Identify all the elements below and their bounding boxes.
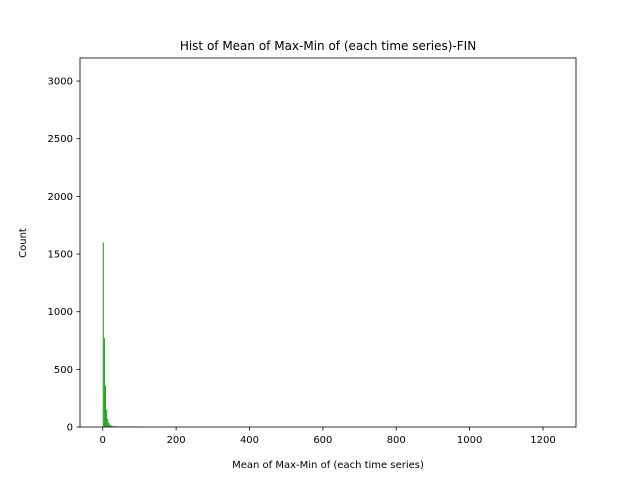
x-tick-label: 1000 xyxy=(457,435,482,446)
y-tick-label: 2500 xyxy=(48,134,73,145)
x-tick-label: 1200 xyxy=(530,435,555,446)
chart-title: Hist of Mean of Max-Min of (each time se… xyxy=(180,39,476,53)
histogram-bar xyxy=(103,243,104,428)
y-tick-label: 3000 xyxy=(48,77,73,88)
y-tick-label: 1000 xyxy=(48,307,73,318)
y-tick-label: 1500 xyxy=(48,250,73,261)
x-tick-label: 600 xyxy=(313,435,332,446)
histogram-bar xyxy=(106,410,107,427)
x-axis-label: Mean of Max-Min of (each time series) xyxy=(232,460,424,471)
x-tick-label: 200 xyxy=(167,435,186,446)
histogram-bar xyxy=(105,385,106,427)
y-tick-label: 0 xyxy=(67,423,73,434)
y-axis-label: Count xyxy=(18,228,29,258)
histogram-bar xyxy=(104,338,105,427)
histogram-bar xyxy=(108,422,109,427)
x-tick-label: 400 xyxy=(240,435,259,446)
x-tick-label: 0 xyxy=(100,435,106,446)
histogram-bar xyxy=(107,419,108,427)
x-tick-label: 800 xyxy=(387,435,406,446)
y-tick-label: 2000 xyxy=(48,192,73,203)
y-tick-label: 500 xyxy=(54,365,73,376)
